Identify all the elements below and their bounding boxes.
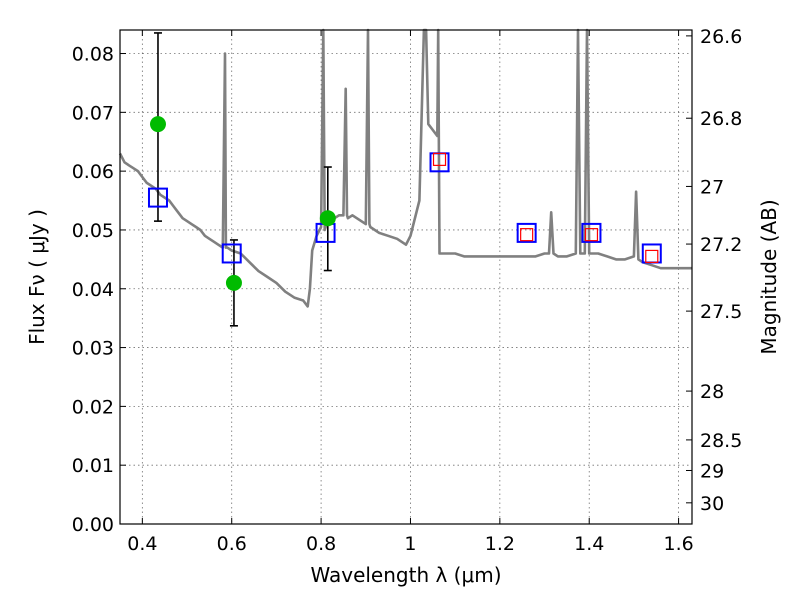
y-tick-label: 0.03 xyxy=(72,338,114,360)
model-photometry-point xyxy=(221,243,242,264)
y-tick-label: 0.02 xyxy=(72,396,114,418)
observed-point xyxy=(319,210,336,227)
secondary-photometry-point xyxy=(432,152,447,166)
data-points xyxy=(147,116,662,291)
y2-tick-label: 30 xyxy=(700,493,724,515)
y-axis-label: Flux Fν ( μJy ) xyxy=(25,209,49,345)
x-tick-label: 1.4 xyxy=(574,533,604,555)
grid-lines xyxy=(120,30,692,525)
y-tick-label: 0.06 xyxy=(72,161,114,183)
y2-tick-label: 26.8 xyxy=(700,108,742,130)
observed-point xyxy=(225,274,242,291)
y-tick-label: 0.00 xyxy=(72,514,114,536)
y2-tick-label: 26.6 xyxy=(700,26,742,48)
y-tick-label: 0.04 xyxy=(72,279,114,301)
model-photometry-point xyxy=(581,222,602,243)
y-tick-label: 0.01 xyxy=(72,455,114,477)
x-tick-label: 0.4 xyxy=(127,533,157,555)
x-tick-label: 0.6 xyxy=(217,533,247,555)
x-tick-label: 1.6 xyxy=(663,533,693,555)
error-bars xyxy=(153,32,332,327)
y-tick-label: 0.08 xyxy=(72,44,114,66)
model-photometry-point xyxy=(147,187,168,208)
model-photometry-point xyxy=(516,222,537,243)
secondary-photometry-point xyxy=(520,228,534,242)
secondary-photometry-point xyxy=(584,228,599,242)
secondary-photometry-point xyxy=(645,249,659,264)
spectrum-line xyxy=(118,28,692,308)
tick-labels: 0.4 0.6 0.8 1 1.2 1.4 1.6 0.00 0.01 0.02 0.03 0.04 0… xyxy=(72,26,743,555)
y2-axis-label: Magnitude (AB) xyxy=(757,199,781,354)
model-spectrum xyxy=(118,28,692,308)
x-tick-label: 1 xyxy=(404,533,416,555)
x-axis-label: Wavelength λ (μm) xyxy=(310,563,501,587)
y2-tick-label: 27.5 xyxy=(700,301,742,323)
y2-tick-label: 28 xyxy=(700,381,724,403)
axis-ticks xyxy=(120,30,692,525)
y2-tick-label: 27.2 xyxy=(700,234,742,256)
y-tick-label: 0.05 xyxy=(72,220,114,242)
plot-frame xyxy=(119,29,693,525)
x-tick-label: 0.8 xyxy=(306,533,336,555)
y2-tick-label: 29 xyxy=(700,460,724,482)
y-tick-label: 0.07 xyxy=(72,102,114,124)
observed-point xyxy=(149,116,166,133)
y2-tick-label: 27 xyxy=(700,176,724,198)
y2-tick-label: 28.5 xyxy=(700,430,742,452)
x-tick-label: 1.2 xyxy=(485,533,515,555)
